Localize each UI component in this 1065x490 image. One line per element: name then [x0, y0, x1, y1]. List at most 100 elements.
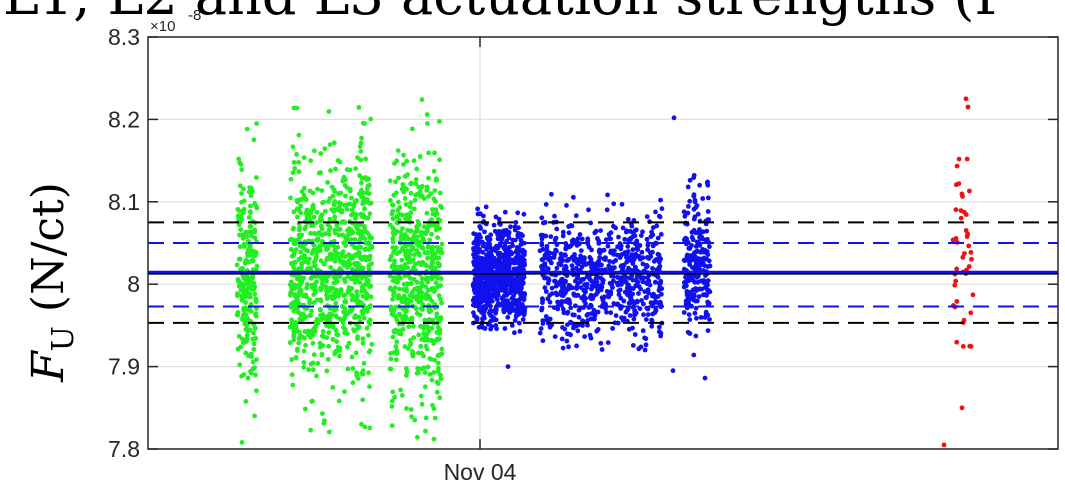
data-point: [700, 196, 706, 201]
data-point: [410, 257, 416, 263]
data-point: [540, 220, 546, 226]
data-point: [250, 359, 256, 365]
data-point: [429, 377, 435, 383]
data-point: [486, 264, 492, 269]
y-tick-label: 8: [127, 271, 140, 297]
data-point: [410, 246, 416, 252]
data-point: [337, 289, 343, 294]
data-point: [681, 257, 687, 263]
data-point: [516, 320, 522, 326]
data-point: [692, 199, 698, 205]
data-point: [330, 385, 336, 390]
data-point: [393, 344, 399, 349]
data-point: [639, 249, 645, 255]
data-point: [434, 389, 440, 395]
data-point: [424, 188, 430, 193]
data-point: [240, 233, 245, 239]
data-point: [565, 309, 571, 315]
data-point: [304, 282, 310, 287]
data-point: [700, 292, 706, 298]
data-point: [578, 253, 583, 259]
data-point: [366, 332, 371, 338]
data-point: [424, 112, 430, 117]
data-point: [409, 180, 414, 186]
data-point: [362, 206, 367, 212]
y-tick-label: 8.1: [108, 189, 140, 215]
data-point: [291, 308, 297, 314]
data-point: [636, 284, 642, 289]
data-point: [416, 350, 421, 356]
data-point: [237, 160, 243, 166]
data-point: [437, 157, 442, 163]
data-point: [560, 233, 566, 239]
data-point: [302, 406, 308, 412]
data-point: [474, 287, 480, 293]
data-point: [310, 190, 316, 196]
data-point: [622, 236, 628, 242]
data-point: [328, 265, 333, 270]
data-point: [686, 257, 692, 262]
data-point: [586, 207, 591, 213]
data-point: [369, 243, 374, 249]
data-point: [291, 105, 297, 111]
data-point: [493, 323, 499, 328]
data-point: [349, 207, 355, 213]
data-point: [301, 293, 306, 299]
data-point: [246, 215, 252, 220]
data-point: [248, 370, 254, 376]
data-point: [288, 247, 294, 252]
data-point: [310, 367, 316, 373]
data-point: [965, 104, 971, 110]
data-point: [367, 425, 373, 431]
data-point: [421, 365, 427, 371]
data-point: [398, 230, 403, 235]
data-point: [341, 174, 347, 180]
data-point: [563, 279, 568, 285]
data-point: [644, 236, 650, 242]
data-point: [349, 195, 354, 201]
data-point: [390, 389, 396, 395]
data-point: [560, 285, 565, 291]
data-point: [518, 231, 524, 237]
data-point: [314, 317, 320, 322]
data-point: [707, 317, 712, 322]
data-point: [403, 314, 409, 320]
data-point: [360, 190, 366, 196]
data-point: [410, 323, 416, 329]
data-point: [337, 353, 342, 359]
data-point: [247, 185, 253, 191]
data-point: [243, 312, 249, 317]
data-point: [430, 244, 436, 250]
data-point: [311, 300, 317, 305]
data-point: [296, 169, 302, 175]
data-point: [353, 216, 358, 221]
data-point: [518, 254, 523, 260]
data-point: [428, 357, 434, 362]
data-point: [640, 261, 646, 267]
data-point: [391, 312, 397, 318]
data-point: [477, 290, 482, 296]
data-point: [540, 246, 546, 252]
axes-box: [147, 36, 1059, 450]
data-point: [563, 289, 569, 294]
data-point: [312, 148, 317, 154]
data-point: [511, 301, 517, 307]
data-point: [350, 380, 356, 386]
data-point: [630, 277, 636, 283]
data-point: [434, 211, 440, 216]
data-point: [501, 252, 507, 258]
data-point: [365, 230, 370, 236]
data-point: [539, 305, 545, 311]
data-point: [336, 398, 342, 404]
data-point: [335, 332, 341, 338]
data-point: [961, 209, 967, 215]
data-point: [244, 333, 250, 338]
data-point: [333, 327, 339, 333]
data-point: [327, 285, 333, 291]
data-point: [427, 237, 433, 243]
data-point: [397, 205, 403, 210]
data-point: [544, 247, 550, 253]
data-point: [552, 213, 557, 219]
data-point: [344, 206, 350, 212]
data-point: [391, 192, 397, 198]
